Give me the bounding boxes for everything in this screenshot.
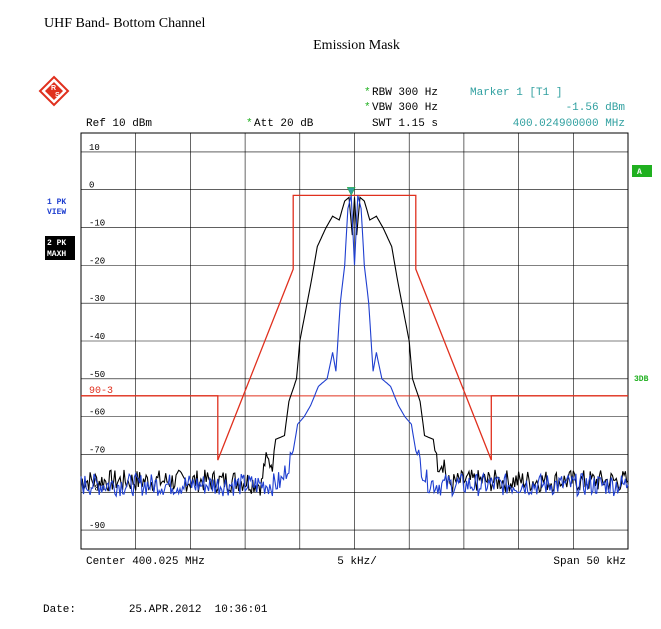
y-tick-label: -40	[89, 332, 105, 342]
date-row: Date: 25.APR.2012 10:36:01	[43, 604, 267, 616]
chart-title: Emission Mask	[313, 38, 400, 53]
trace2-detector: MAXH	[47, 250, 66, 259]
marker-frequency: 400.024900000 MHz	[513, 118, 625, 130]
rbw-readout: RBW 300 Hz	[372, 87, 438, 99]
rs-logo-icon: R S	[38, 75, 70, 107]
marker-a-label: A	[637, 168, 642, 177]
att-star: *	[246, 118, 253, 130]
attenuation: Att 20 dB	[254, 118, 314, 130]
y-tick-label: -80	[89, 483, 105, 493]
svg-text:S: S	[55, 92, 60, 99]
marker-label: Marker 1 [T1 ]	[470, 87, 562, 99]
date-value: 25.APR.2012 10:36:01	[128, 604, 268, 616]
y-tick-label: -60	[89, 408, 105, 418]
frequency-division: 5 kHz/	[337, 556, 377, 568]
y-tick-label: -50	[89, 370, 105, 380]
trace2-mode: 2 PK	[47, 239, 66, 248]
y-tick-label: 10	[89, 143, 100, 153]
vbw-readout: VBW 300 Hz	[372, 102, 438, 114]
y-tick-label: -30	[89, 294, 105, 304]
y-tick-label: -70	[89, 445, 105, 455]
span-readout: Span 50 kHz	[553, 556, 626, 568]
trace2-badge	[45, 236, 75, 260]
center-frequency: Center 400.025 MHz	[86, 556, 205, 568]
plot-area: 10 0 -10 -20 -30 -40 -50 -60 -70 -80 -90 90-3	[80, 132, 629, 550]
limit-line-label: 90-3	[89, 386, 113, 397]
y-tick-label: -10	[89, 219, 105, 229]
page-title: UHF Band- Bottom Channel	[44, 16, 206, 31]
rbw-star: *	[364, 87, 371, 99]
y-tick-label: 0	[89, 181, 94, 191]
trace-view-line	[80, 195, 629, 498]
3db-label: 3DB	[634, 375, 649, 384]
sweep-time: SWT 1.15 s	[372, 118, 438, 130]
y-tick-label: -20	[89, 256, 105, 266]
trace1-detector: VIEW	[47, 208, 66, 217]
vbw-star: *	[364, 102, 371, 114]
svg-text:R: R	[51, 85, 56, 92]
marker-level: -1.56 dBm	[566, 102, 626, 114]
emission-mask-line	[81, 194, 628, 461]
date-label: Date:	[43, 604, 77, 616]
marker-1-icon	[346, 187, 356, 196]
y-tick-labels: 10 0 -10 -20 -30 -40 -50 -60 -70 -80 -90	[89, 143, 105, 531]
ref-level: Ref 10 dBm	[86, 118, 152, 130]
trace1-mode: 1 PK	[47, 198, 66, 207]
trace-maxh-line	[80, 196, 629, 496]
marker-a-badge	[632, 165, 652, 177]
y-tick-label: -90	[89, 521, 105, 531]
